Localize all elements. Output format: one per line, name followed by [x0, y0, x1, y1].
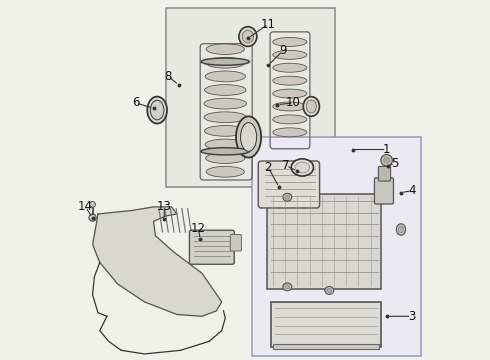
- Circle shape: [90, 202, 96, 207]
- FancyBboxPatch shape: [271, 302, 381, 347]
- Text: 11: 11: [261, 18, 276, 31]
- Ellipse shape: [273, 115, 307, 124]
- Ellipse shape: [206, 153, 245, 163]
- Text: 3: 3: [408, 310, 416, 323]
- FancyBboxPatch shape: [374, 178, 393, 204]
- Ellipse shape: [273, 89, 307, 98]
- Ellipse shape: [273, 50, 307, 59]
- Ellipse shape: [206, 57, 245, 68]
- Text: 13: 13: [157, 201, 172, 213]
- Circle shape: [381, 154, 392, 166]
- Bar: [166, 8, 335, 187]
- Ellipse shape: [204, 85, 246, 95]
- Ellipse shape: [205, 71, 245, 82]
- Text: 6: 6: [132, 96, 139, 109]
- Ellipse shape: [236, 116, 261, 158]
- Text: 14: 14: [78, 201, 93, 213]
- Text: 1: 1: [383, 143, 391, 156]
- Ellipse shape: [398, 226, 403, 233]
- Bar: [273, 344, 379, 348]
- Text: 5: 5: [391, 157, 398, 170]
- Ellipse shape: [273, 102, 307, 111]
- FancyBboxPatch shape: [267, 194, 381, 289]
- Ellipse shape: [396, 224, 406, 235]
- Ellipse shape: [303, 96, 319, 116]
- Ellipse shape: [273, 128, 307, 137]
- Ellipse shape: [273, 63, 307, 72]
- Ellipse shape: [283, 283, 292, 291]
- FancyBboxPatch shape: [258, 161, 319, 208]
- FancyBboxPatch shape: [378, 166, 391, 181]
- Ellipse shape: [285, 195, 290, 199]
- Ellipse shape: [295, 162, 310, 173]
- Text: 4: 4: [408, 184, 416, 197]
- Text: 8: 8: [164, 69, 171, 82]
- Ellipse shape: [241, 123, 257, 151]
- FancyBboxPatch shape: [230, 234, 242, 251]
- Text: 2: 2: [265, 161, 272, 174]
- Circle shape: [89, 214, 96, 221]
- Ellipse shape: [273, 76, 307, 85]
- Ellipse shape: [306, 100, 317, 113]
- Text: 12: 12: [191, 222, 206, 235]
- Ellipse shape: [242, 30, 254, 43]
- Polygon shape: [93, 207, 221, 316]
- Ellipse shape: [206, 166, 245, 177]
- Ellipse shape: [325, 287, 334, 294]
- Ellipse shape: [239, 27, 257, 46]
- Ellipse shape: [285, 285, 290, 289]
- Text: 7: 7: [283, 159, 290, 172]
- Ellipse shape: [204, 112, 246, 123]
- Ellipse shape: [204, 98, 246, 109]
- Ellipse shape: [201, 58, 249, 65]
- Ellipse shape: [147, 96, 167, 123]
- Ellipse shape: [150, 100, 164, 120]
- Text: 10: 10: [286, 96, 301, 109]
- Ellipse shape: [291, 159, 314, 176]
- Ellipse shape: [204, 126, 246, 136]
- Ellipse shape: [283, 193, 292, 201]
- Ellipse shape: [201, 148, 249, 155]
- Ellipse shape: [205, 139, 245, 150]
- Ellipse shape: [327, 288, 332, 292]
- FancyBboxPatch shape: [190, 230, 234, 264]
- Circle shape: [384, 157, 390, 163]
- Bar: [252, 137, 421, 356]
- Ellipse shape: [273, 37, 307, 46]
- Text: 9: 9: [279, 44, 286, 57]
- Ellipse shape: [206, 44, 245, 54]
